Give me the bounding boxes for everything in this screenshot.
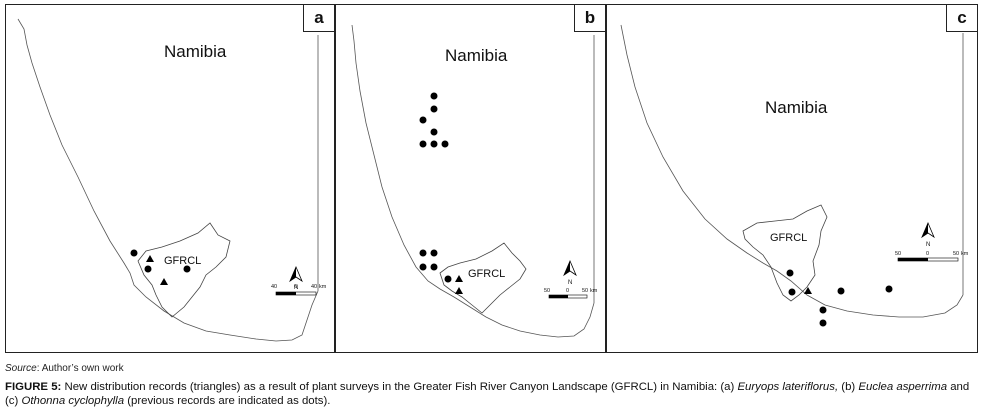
new-record-triangle (146, 255, 154, 262)
scale-zero-c: 0 (926, 251, 929, 257)
north-label-c: N (926, 242, 930, 248)
region-label-c: GFRCL (770, 232, 807, 244)
scale-bar-b: 50 0 50 km (544, 288, 598, 299)
region-label-a: GFRCL (164, 255, 201, 267)
scale-unit-a: km (319, 284, 327, 290)
previous-record-dot (837, 287, 845, 295)
new-record-triangle (455, 275, 463, 282)
previous-record-dot (419, 116, 427, 124)
caption-figure-number: FIGURE 5: (5, 381, 62, 393)
panel-letter-c: c (946, 5, 977, 32)
caption-text-2: (b) (838, 381, 859, 393)
country-label-c: Namibia (765, 98, 828, 117)
previous-record-dot (430, 92, 438, 100)
new-record-triangle (455, 287, 463, 294)
caption-text-3: and (c) (5, 381, 970, 407)
scale-left-c: 50 (895, 251, 901, 257)
previous-record-dot (144, 265, 152, 273)
previous-record-dot (419, 249, 427, 257)
previous-record-dot (430, 140, 438, 148)
records-a (130, 249, 191, 285)
scale-unit-c: km (961, 251, 969, 257)
previous-record-dot (885, 285, 893, 293)
country-label-a: Namibia (164, 42, 227, 61)
previous-record-dot (183, 265, 191, 273)
previous-record-dot (419, 140, 427, 148)
country-label-b: Namibia (445, 46, 508, 65)
gfrcl-boundary-b (439, 242, 527, 314)
new-record-triangle (160, 278, 168, 285)
gfrcl-boundary-c (742, 204, 828, 302)
panel-letter-b: b (574, 5, 605, 32)
map-panel-b: Namibia GFRCL N (335, 4, 606, 353)
map-b-svg: Namibia GFRCL N (351, 24, 598, 338)
coastline-c (620, 24, 964, 318)
previous-record-dot (819, 319, 827, 327)
scale-left-a: 40 (271, 284, 277, 290)
previous-record-dot (419, 263, 427, 271)
scale-right-a: 40 (311, 284, 317, 290)
scale-zero-b: 0 (566, 288, 569, 294)
scale-zero-a: 0 (294, 284, 297, 290)
previous-record-dot (430, 128, 438, 136)
previous-record-dot (444, 275, 452, 283)
previous-record-dot (430, 249, 438, 257)
north-label-a: N (294, 285, 298, 291)
previous-record-dot (786, 269, 794, 277)
previous-record-dot (130, 249, 138, 257)
north-arrow-b: N (563, 259, 577, 286)
north-arrow-c: N (921, 221, 935, 248)
source-text: : Author’s own work (36, 363, 124, 374)
coastline-b (351, 24, 595, 338)
gfrcl-boundary-a (137, 222, 231, 318)
figure-caption: FIGURE 5: New distribution records (tria… (5, 380, 978, 408)
scale-right-c: 50 (953, 251, 959, 257)
records-b (419, 92, 463, 294)
region-label-b: GFRCL (468, 268, 505, 280)
previous-record-dot (819, 306, 827, 314)
scale-right-b: 50 (582, 288, 588, 294)
caption-species-b: Euclea asperrima (858, 381, 948, 393)
scale-bar-a: 40 0 40 km (271, 284, 327, 296)
previous-record-dot (441, 140, 449, 148)
new-record-triangle (804, 287, 812, 294)
scale-bar-c: 50 0 50 km (895, 251, 969, 262)
north-label-b: N (568, 280, 572, 286)
source-line: Source: Author’s own work (5, 363, 124, 374)
figure-panels: Namibia GFRCL N 40 0 40 km (5, 4, 978, 354)
map-a-svg: Namibia GFRCL N 40 0 40 km (17, 18, 327, 342)
previous-record-dot (430, 105, 438, 113)
coastline-a (17, 18, 319, 342)
north-arrow-a: N (289, 265, 303, 291)
previous-record-dot (430, 263, 438, 271)
source-label: Source (5, 363, 37, 374)
previous-record-dot (788, 288, 796, 296)
caption-species-a: Euryops lateriflorus, (737, 381, 839, 393)
caption-species-c: Othonna cyclophylla (21, 395, 125, 407)
scale-left-b: 50 (544, 288, 550, 294)
scale-unit-b: km (590, 288, 598, 294)
caption-text-1: New distribution records (triangles) as … (61, 381, 738, 393)
map-panel-c: Namibia GFRCL N 50 0 50 (606, 4, 978, 353)
map-panel-a: Namibia GFRCL N 40 0 40 km (5, 4, 335, 353)
map-c-svg: Namibia GFRCL N 50 0 50 (620, 24, 969, 327)
caption-text-4: (previous records are indicated as dots)… (124, 395, 331, 407)
records-c (786, 269, 893, 327)
panel-letter-a: a (303, 5, 334, 32)
